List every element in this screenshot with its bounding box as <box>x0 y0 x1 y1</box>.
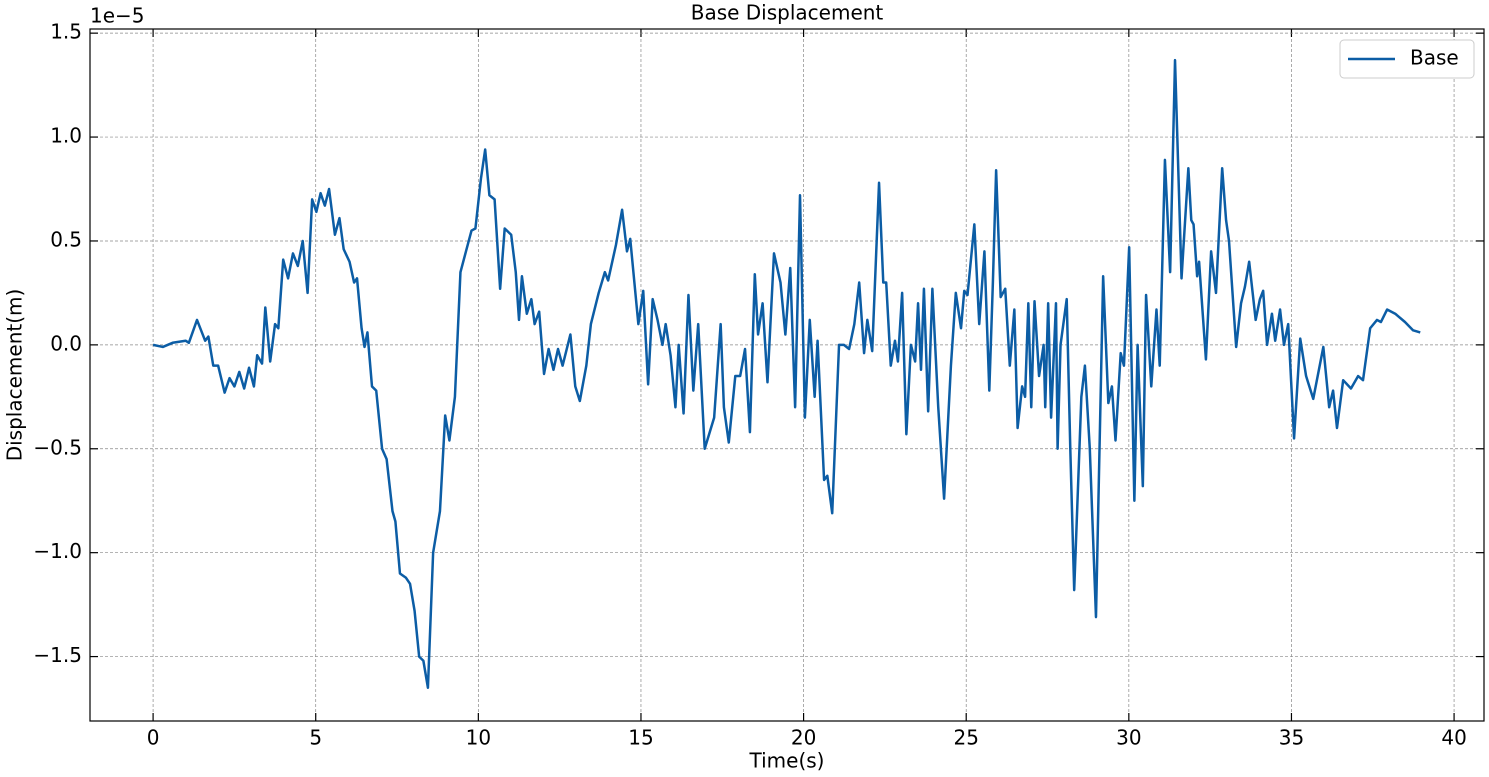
x-tick-label: 35 <box>1279 726 1304 750</box>
y-offset-label: 1e−5 <box>90 4 145 28</box>
y-tick-label: −1.5 <box>33 643 82 667</box>
legend-box <box>1339 39 1475 79</box>
legend-label: Base <box>1410 46 1459 70</box>
chart-title: Base Displacement <box>691 1 884 25</box>
x-tick-label: 5 <box>309 726 322 750</box>
x-tick-label: 25 <box>953 726 978 750</box>
x-tick-label: 0 <box>147 726 160 750</box>
x-tick-label: 30 <box>1116 726 1141 750</box>
y-axis-label: Displacement(m) <box>3 289 27 462</box>
plot-frame <box>89 28 1485 722</box>
x-tick-label: 10 <box>466 726 491 750</box>
y-tick-label: 1.5 <box>50 20 82 44</box>
y-tick-label: −0.5 <box>33 435 82 459</box>
y-tick-label: 0.0 <box>50 331 82 355</box>
x-tick-label: 20 <box>791 726 816 750</box>
y-tick-label: −1.0 <box>33 539 82 563</box>
x-tick-label: 15 <box>628 726 653 750</box>
x-axis-label: Time(s) <box>749 749 825 773</box>
data-line <box>152 58 1421 689</box>
y-tick-label: 1.0 <box>50 124 82 148</box>
x-tick-label: 40 <box>1441 726 1466 750</box>
y-tick-label: 0.5 <box>50 227 82 251</box>
